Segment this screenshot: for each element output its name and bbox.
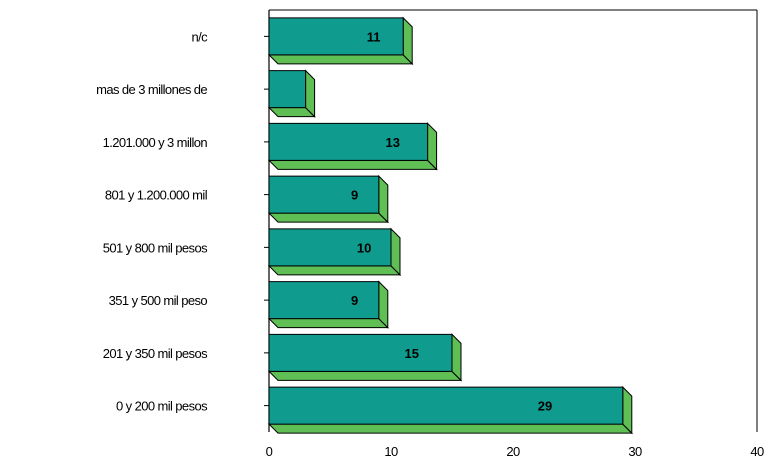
x-tick-label: 30 <box>628 444 642 459</box>
bar <box>268 175 380 214</box>
x-tick-label: 40 <box>750 444 764 459</box>
bar-bottom-face <box>267 265 402 276</box>
x-tick-label: 0 <box>266 444 273 459</box>
x-tick-label: 20 <box>506 444 520 459</box>
bar-bottom-face <box>267 423 634 434</box>
data-label: 9 <box>351 293 358 308</box>
bar-bottom-face <box>267 370 463 381</box>
category-label: n/c <box>191 29 208 44</box>
bar-bottom-face <box>267 54 414 65</box>
data-label: 15 <box>405 346 419 361</box>
bar <box>268 17 404 56</box>
category-label: 0 y 200 mil pesos <box>116 399 208 414</box>
category-label: 201 y 350 mil pesos <box>103 346 208 361</box>
bar-bottom-face <box>267 212 390 223</box>
bar <box>268 281 380 320</box>
bar <box>268 386 624 425</box>
x-tick-label: 10 <box>384 444 398 459</box>
category-label: 801 y 1.200.000 mil <box>105 188 208 203</box>
category-label: mas de 3 millones de <box>96 82 207 97</box>
data-label: 13 <box>385 135 399 150</box>
data-label: 9 <box>351 188 358 203</box>
category-label: 1.201.000 y 3 millon <box>103 135 208 150</box>
data-label: 10 <box>357 240 371 255</box>
data-label: 11 <box>367 29 381 44</box>
category-label: 351 y 500 mil peso <box>109 293 208 308</box>
bar <box>268 122 429 161</box>
data-label: 29 <box>538 399 552 414</box>
bar <box>268 228 392 267</box>
plot-area: 0 10 20 30 40 n/c 11 mas de 3 millones de 1.201.… <box>96 9 765 459</box>
bar <box>268 70 307 109</box>
bar <box>268 333 453 372</box>
category-label: 501 y 800 mil pesos <box>103 240 208 255</box>
bar-bottom-face <box>267 318 390 329</box>
bar-bottom-face <box>267 159 438 170</box>
